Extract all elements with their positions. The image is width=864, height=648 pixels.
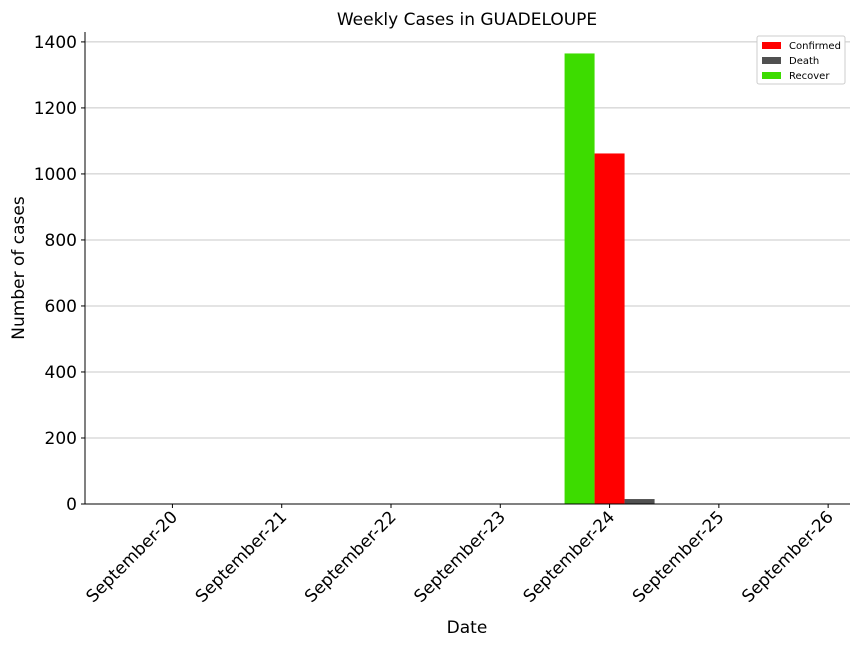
x-axis-ticks: September-20 September-21 September-22 Sept… bbox=[83, 504, 838, 607]
y-tick-label: 0 bbox=[66, 495, 77, 515]
x-tick-label: September-22 bbox=[301, 507, 400, 606]
grid-lines bbox=[85, 41, 850, 505]
x-tick-label: September-25 bbox=[629, 507, 728, 606]
y-tick-label: 1400 bbox=[34, 33, 77, 53]
y-tick-label: 200 bbox=[45, 429, 77, 449]
y-tick-label: 800 bbox=[45, 231, 77, 251]
legend-label: Recover bbox=[789, 71, 830, 82]
bar-death bbox=[624, 499, 655, 504]
chart-title: Weekly Cases in GUADELOUPE bbox=[337, 10, 597, 30]
legend-label: Confirmed bbox=[789, 41, 841, 52]
legend-swatch-recover bbox=[762, 72, 781, 79]
legend-swatch-death bbox=[762, 57, 781, 64]
legend-swatch-confirmed bbox=[762, 42, 781, 49]
legend: Confirmed Death Recover bbox=[756, 35, 846, 85]
x-axis-label: Date bbox=[447, 618, 488, 638]
x-tick-label: September-26 bbox=[738, 507, 837, 606]
bar-confirmed bbox=[594, 153, 625, 504]
x-tick-label: September-23 bbox=[410, 507, 509, 606]
x-tick-label: September-24 bbox=[520, 507, 619, 606]
y-axis-ticks: 0 200 400 600 800 1000 1200 1400 bbox=[34, 33, 85, 515]
x-tick-label: September-20 bbox=[83, 507, 182, 606]
y-tick-label: 400 bbox=[45, 363, 77, 383]
legend-label: Death bbox=[789, 56, 819, 67]
y-tick-label: 600 bbox=[45, 297, 77, 317]
y-tick-label: 1200 bbox=[34, 99, 77, 119]
bar-recover bbox=[564, 53, 595, 505]
y-tick-label: 1000 bbox=[34, 165, 77, 185]
axes bbox=[84, 32, 850, 505]
y-axis-label: Number of cases bbox=[9, 196, 29, 340]
bars bbox=[564, 53, 655, 505]
x-tick-label: September-21 bbox=[192, 507, 291, 606]
